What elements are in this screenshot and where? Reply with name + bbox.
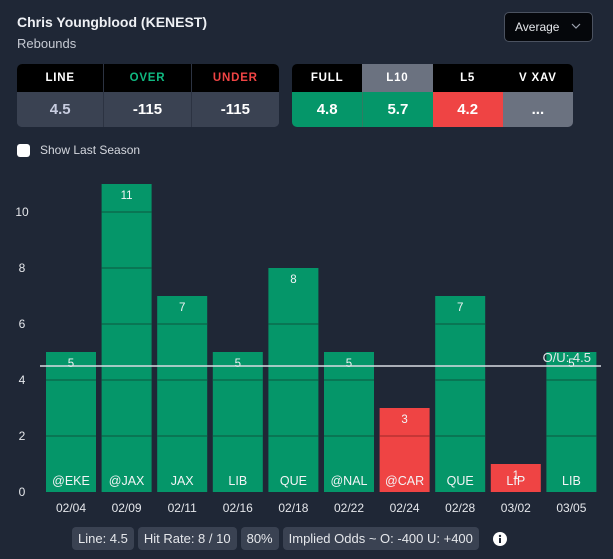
bar[interactable] [324,352,374,492]
avg-tab-l5[interactable]: L5 [432,64,503,92]
odds-value-over[interactable]: -115 [104,92,191,127]
bar[interactable] [46,352,96,492]
bar[interactable] [490,464,541,492]
bar-value-label: 3 [401,414,407,426]
avg-col-full[interactable]: FULL 4.8 [292,64,363,127]
odds-col-over: OVER -115 [104,64,192,127]
avg-tab-full[interactable]: FULL [292,64,363,92]
bar-value-label: 5 [235,358,241,370]
x-tick-label: 03/05 [556,501,586,515]
bar-opponent-label: LIB [562,474,581,488]
y-tick-label: 2 [19,429,26,443]
avg-col-l5[interactable]: L5 4.2 [432,64,503,127]
bar[interactable] [546,352,597,492]
x-tick-label: 02/28 [445,501,475,515]
odds-value-under[interactable]: -115 [191,92,279,127]
avg-value-l5: 4.2 [432,92,503,127]
bar[interactable] [157,296,208,492]
avg-value-full: 4.8 [292,92,363,127]
bar-value-label: 7 [179,302,185,314]
odds-header-line: LINE [17,64,104,92]
bar-value-label: 5 [346,358,352,370]
y-tick-label: 6 [19,317,26,331]
over-under-label: O/U: 4.5 [543,350,591,365]
odds-header-over: OVER [104,64,191,92]
x-tick-label: 02/18 [278,501,308,515]
x-tick-label: 02/16 [223,501,253,515]
x-tick-label: 02/22 [334,501,364,515]
bar-opponent-label: @EKE [52,474,90,488]
line-pill: Line: 4.5 [72,527,134,550]
player-title: Chris Youngblood (KENEST) [17,14,208,30]
chevron-down-icon [571,23,581,29]
dropdown-selected: Average [515,20,560,34]
bar[interactable] [379,408,430,492]
y-tick-label: 0 [19,485,26,499]
bar-opponent-label: LIB [228,474,247,488]
bar-value-label: 5 [568,358,574,370]
hit-rate-pill: Hit Rate: 8 / 10 [137,527,237,550]
bar-opponent-label: QUE [447,474,474,488]
show-last-season-checkbox[interactable] [17,143,30,157]
avg-tab-l10[interactable]: L10 [362,64,433,92]
avg-col-l10[interactable]: L10 5.7 [362,64,433,127]
show-last-season-row[interactable]: Show Last Season [17,143,140,157]
x-tick-label: 03/02 [501,501,531,515]
bar[interactable] [435,296,486,492]
avg-value-l10: 5.7 [362,92,433,127]
avg-col-vs[interactable]: V XAV ... [502,64,573,127]
bar-value-label: 1 [513,470,519,482]
bar-opponent-label: LIP [506,474,525,488]
show-last-season-label: Show Last Season [40,143,141,157]
bar-opponent-label: QUE [280,474,307,488]
info-icon[interactable] [492,531,507,546]
rebounds-bar-chart: 0 2 4 6 8 10 5 @EKE 02/04 11 @JAX 02/09 7 JAX 02/11 5 L… [15,184,601,515]
bar-value-label: 11 [121,190,133,202]
summary-footer: Line: 4.5 Hit Rate: 8 / 10 80% Implied O… [72,527,507,550]
x-tick-label: 02/04 [56,501,86,515]
bar[interactable] [212,352,263,492]
bar-opponent-label: @CAR [385,474,424,488]
average-dropdown[interactable]: Average [504,12,593,42]
x-tick-label: 02/11 [168,501,197,515]
bar-opponent-label: @NAL [330,474,367,488]
implied-odds-pill: Implied Odds ~ O: -400 U: +400 [282,527,479,550]
odds-value-line: 4.5 [17,92,104,127]
hit-percent-pill: 80% [240,527,279,550]
avg-tab-vs[interactable]: V XAV [502,64,573,92]
stat-subtitle: Rebounds [17,36,77,51]
bar-opponent-label: JAX [171,474,195,488]
y-tick-label: 4 [19,373,26,387]
odds-table: LINE 4.5 OVER -115 UNDER -115 [17,64,279,127]
y-tick-label: 8 [19,261,26,275]
average-table: FULL 4.8 L10 5.7 L5 4.2 V XAV ... [292,64,573,127]
bar-value-label: 8 [290,274,296,286]
bar-opponent-label: @JAX [109,474,145,488]
odds-col-line: LINE 4.5 [17,64,105,127]
y-tick-label: 10 [15,205,29,219]
x-tick-label: 02/09 [112,501,142,515]
bar-value-label: 7 [457,302,463,314]
bar[interactable] [101,184,152,492]
avg-value-vs: ... [502,92,573,127]
odds-col-under: UNDER -115 [191,64,279,127]
x-tick-label: 02/24 [390,501,420,515]
odds-header-under: UNDER [191,64,279,92]
bar-value-label: 5 [68,358,74,370]
